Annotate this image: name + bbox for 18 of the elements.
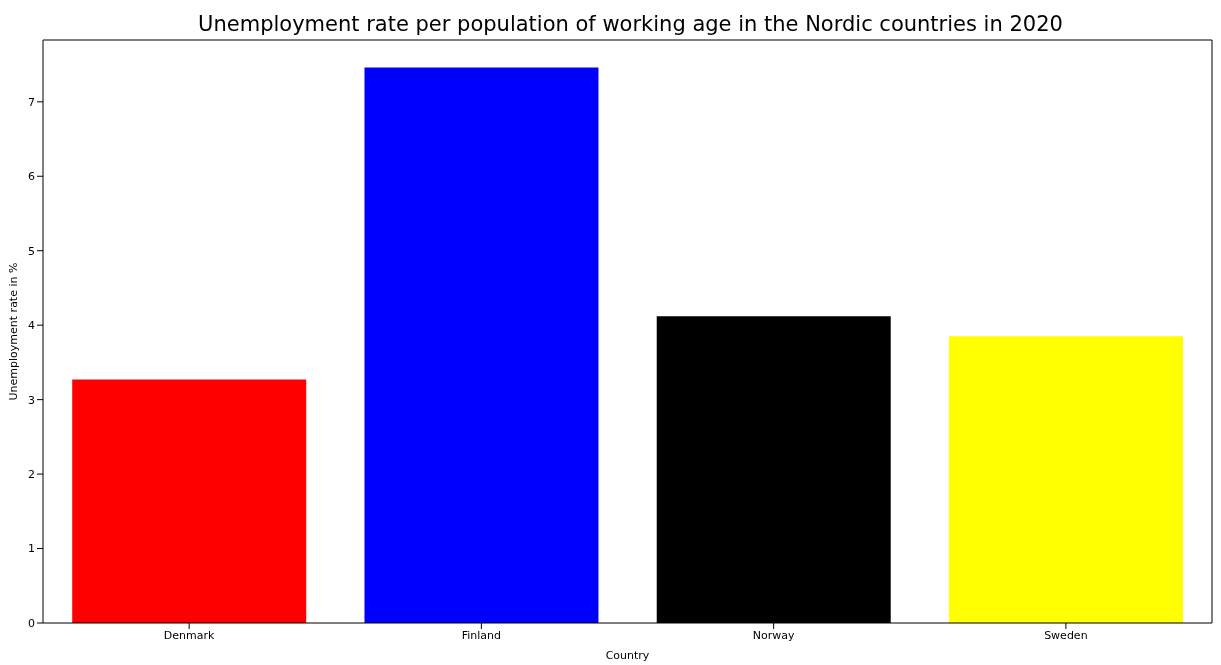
- x-tick-label: Norway: [752, 628, 795, 642]
- bar: [948, 336, 1183, 623]
- y-tick-label: 1: [28, 542, 35, 556]
- bar: [364, 67, 599, 623]
- y-tick-label: 4: [28, 319, 35, 333]
- chart-title: Unemployment rate per population of working age in the Nordic countries in 2020: [197, 12, 1064, 36]
- x-tick-label: Finland: [461, 628, 502, 642]
- bar: [72, 379, 307, 623]
- y-axis-title: Unemployment rate in %: [6, 262, 20, 401]
- y-tick-label: 3: [28, 393, 35, 407]
- y-tick-label: 7: [28, 95, 35, 109]
- x-tick-label: Sweden: [1044, 628, 1088, 642]
- y-tick-label: 0: [28, 616, 35, 630]
- y-tick-label: 6: [28, 170, 35, 184]
- y-tick-label: 2: [28, 467, 35, 481]
- x-axis-title: Country: [605, 649, 650, 662]
- x-tick-label: Denmark: [163, 628, 216, 642]
- y-tick-label: 5: [28, 244, 35, 258]
